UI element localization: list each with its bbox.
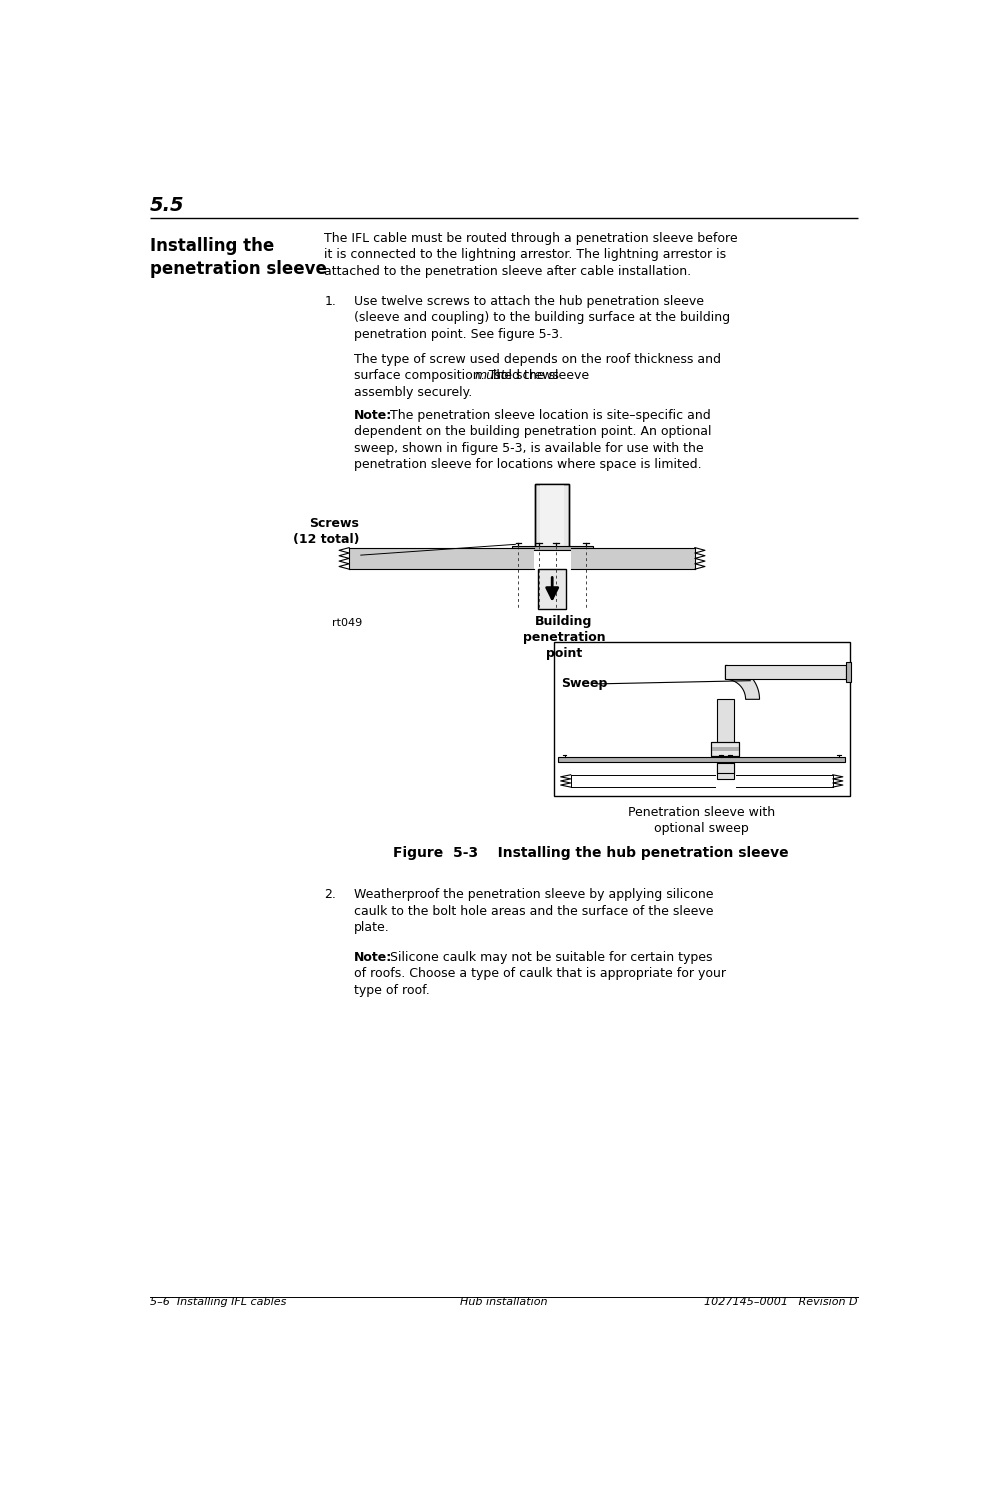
Text: penetration sleeve: penetration sleeve [150, 260, 327, 278]
Bar [717, 699, 734, 780]
Bar [846, 662, 850, 683]
Bar [541, 485, 564, 548]
Text: Penetration sleeve with
optional sweep: Penetration sleeve with optional sweep [628, 805, 776, 835]
Text: 5.5: 5.5 [150, 196, 185, 216]
Bar [725, 665, 846, 680]
Text: plate.: plate. [354, 921, 389, 934]
Text: it is connected to the lightning arrestor. The lightning arrestor is: it is connected to the lightning arresto… [324, 248, 726, 262]
Text: Screws
(12 total): Screws (12 total) [293, 516, 359, 546]
Bar [712, 747, 739, 751]
Bar [553, 643, 850, 796]
Bar [539, 570, 566, 609]
Text: 2.: 2. [324, 888, 336, 900]
Text: hold the sleeve: hold the sleeve [489, 369, 589, 382]
Bar [571, 548, 695, 570]
Text: attached to the penetration sleeve after cable installation.: attached to the penetration sleeve after… [324, 265, 691, 278]
Text: 5–6  Installing IFL cables: 5–6 Installing IFL cables [150, 1298, 286, 1308]
Polygon shape [725, 665, 760, 699]
Text: penetration point. See figure 5-3.: penetration point. See figure 5-3. [354, 327, 563, 341]
Text: of roofs. Choose a type of caulk that is appropriate for your: of roofs. Choose a type of caulk that is… [354, 967, 725, 981]
Text: must: must [474, 369, 505, 382]
Text: Note:: Note: [354, 409, 392, 421]
Text: Use twelve screws to attach the hub penetration sleeve: Use twelve screws to attach the hub pene… [354, 295, 704, 308]
Bar [736, 775, 833, 787]
Text: (sleeve and coupling) to the building surface at the building: (sleeve and coupling) to the building su… [354, 311, 730, 324]
Text: assembly securely.: assembly securely. [354, 385, 472, 399]
Text: rt049: rt049 [332, 619, 363, 628]
Text: sweep, shown in figure 5-3, is available for use with the: sweep, shown in figure 5-3, is available… [354, 442, 704, 455]
Text: The type of screw used depends on the roof thickness and: The type of screw used depends on the ro… [354, 353, 721, 366]
Text: type of roof.: type of roof. [354, 984, 430, 997]
Bar [571, 775, 715, 787]
Text: The penetration sleeve location is site–specific and: The penetration sleeve location is site–… [386, 409, 711, 421]
Text: Weatherproof the penetration sleeve by applying silicone: Weatherproof the penetration sleeve by a… [354, 888, 714, 900]
Bar [712, 743, 739, 756]
Text: 1027145–0001   Revision D: 1027145–0001 Revision D [704, 1298, 857, 1308]
Text: Note:: Note: [354, 951, 392, 964]
Text: Hub installation: Hub installation [460, 1298, 548, 1308]
Text: penetration sleeve for locations where space is limited.: penetration sleeve for locations where s… [354, 458, 702, 472]
Text: dependent on the building penetration point. An optional: dependent on the building penetration po… [354, 426, 712, 439]
Bar [717, 763, 734, 774]
Bar [511, 546, 593, 549]
Bar [535, 485, 569, 548]
Text: 1.: 1. [324, 295, 336, 308]
Bar [349, 548, 534, 570]
Text: Figure  5-3    Installing the hub penetration sleeve: Figure 5-3 Installing the hub penetratio… [393, 845, 788, 860]
Text: surface composition. The screws: surface composition. The screws [354, 369, 562, 382]
Bar [535, 485, 569, 548]
Text: Sweep: Sweep [561, 677, 607, 690]
Text: Building
penetration
point: Building penetration point [523, 616, 606, 661]
Bar [558, 757, 845, 762]
Text: Silicone caulk may not be suitable for certain types: Silicone caulk may not be suitable for c… [386, 951, 713, 964]
Text: caulk to the bolt hole areas and the surface of the sleeve: caulk to the bolt hole areas and the sur… [354, 905, 714, 918]
Bar [712, 743, 739, 756]
Text: Installing the: Installing the [150, 237, 274, 254]
Text: The IFL cable must be routed through a penetration sleeve before: The IFL cable must be routed through a p… [324, 232, 738, 244]
